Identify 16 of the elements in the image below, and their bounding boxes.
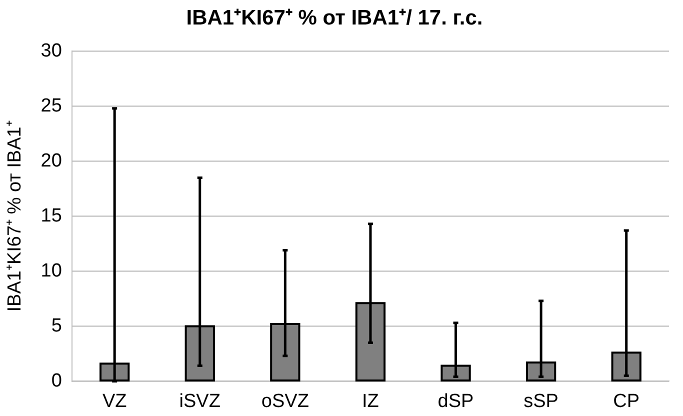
x-tick-label: CP xyxy=(613,390,640,412)
x-tick-label: dSP xyxy=(438,390,474,412)
y-tick-label: 10 xyxy=(40,260,62,282)
y-tick-label: 30 xyxy=(40,40,62,62)
y-tick-label: 25 xyxy=(40,95,62,116)
y-tick-label: 5 xyxy=(51,315,62,336)
y-tick-label: 0 xyxy=(51,370,62,392)
x-tick-label: sSP xyxy=(524,390,558,412)
y-tick-label: 15 xyxy=(40,205,62,226)
x-tick-label: IZ xyxy=(362,390,380,412)
y-tick-label: 20 xyxy=(40,150,62,172)
x-tick-label: oSVZ xyxy=(261,390,310,412)
x-tick-label: iSVZ xyxy=(179,390,221,412)
chart-title: IBA1⁺KI67⁺ % от IBA1⁺/ 17. г.с. xyxy=(186,6,483,30)
y-axis-title: IBA1⁺KI67⁺ % от IBA1⁺ xyxy=(4,120,26,312)
x-tick-label: VZ xyxy=(102,390,128,412)
